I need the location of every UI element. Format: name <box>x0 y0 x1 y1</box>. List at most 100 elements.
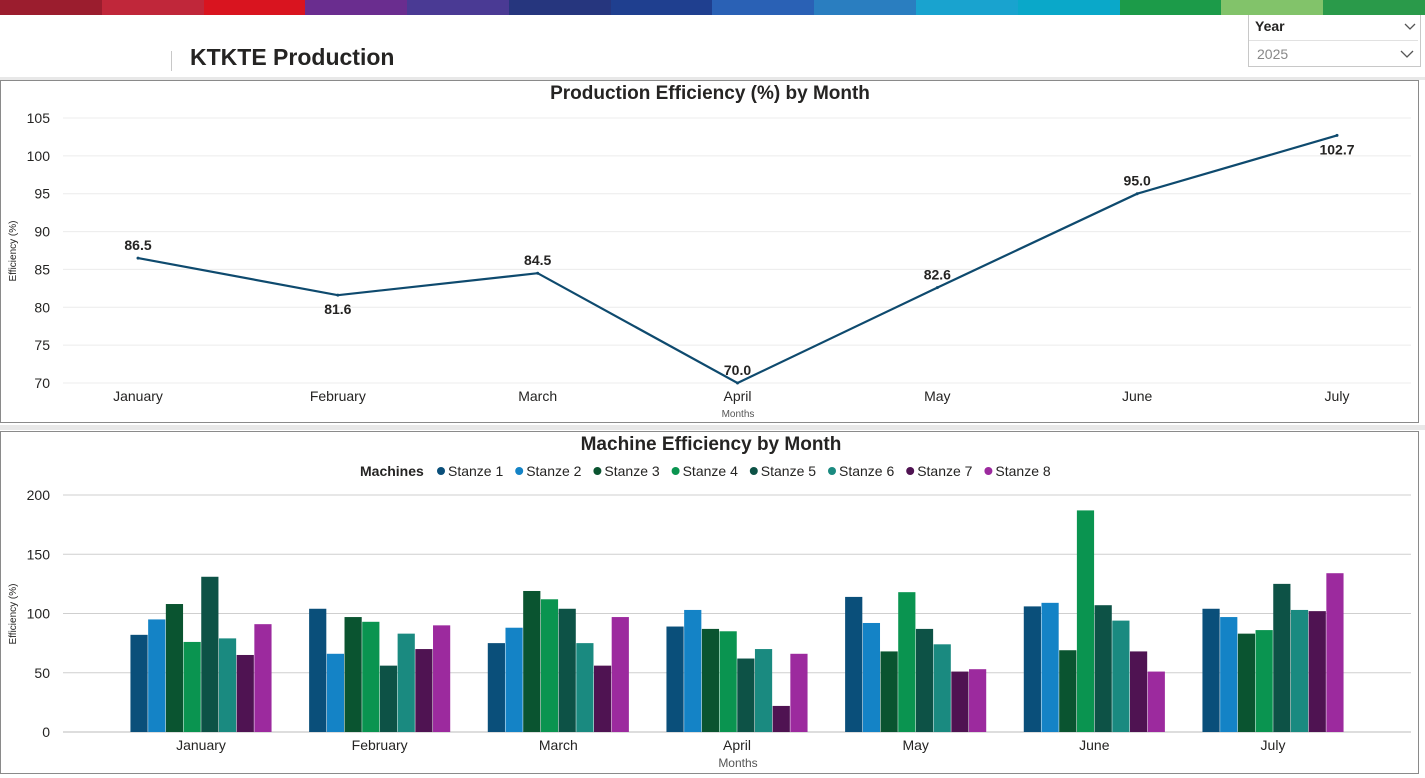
bar <box>880 651 898 732</box>
bar <box>898 592 916 732</box>
data-label: 82.6 <box>924 267 951 283</box>
chevron-down-icon[interactable] <box>1404 20 1416 32</box>
data-label: 102.7 <box>1319 141 1354 157</box>
bar <box>1059 650 1077 732</box>
title-separator <box>171 51 172 71</box>
bar <box>1023 606 1041 732</box>
legend-entry: Stanze 3 <box>604 463 659 479</box>
bar <box>684 609 702 732</box>
bar <box>1129 651 1148 732</box>
y-tick-label: 50 <box>34 665 50 681</box>
divider <box>0 425 1425 430</box>
y-tick-label: 0 <box>42 724 50 740</box>
x-tick-label: February <box>310 388 366 404</box>
x-tick-label: June <box>1079 737 1110 753</box>
data-point <box>536 271 540 275</box>
x-tick-label: April <box>723 388 751 404</box>
legend-marker <box>671 467 680 475</box>
legend-marker <box>828 467 836 475</box>
brand-color-segment <box>712 0 815 15</box>
bar <box>379 665 398 732</box>
brand-color-segment <box>916 0 1018 15</box>
line-chart-panel[interactable]: Production Efficiency (%) by Month 70 75 80… <box>0 80 1419 423</box>
bar-chart-panel[interactable]: Machine Efficiency by Month Machines Stanz… <box>0 431 1419 774</box>
x-tick-label: May <box>924 388 950 404</box>
machine-efficiency-bar-chart: Machine Efficiency by Month Machines Stanz… <box>8 434 1411 770</box>
brand-color-segment <box>1221 0 1324 15</box>
bar <box>1308 611 1326 732</box>
bar <box>505 627 523 732</box>
bar <box>344 617 362 732</box>
bar <box>915 628 934 732</box>
bar <box>1202 608 1220 732</box>
x-tick-label: April <box>723 737 751 753</box>
legend-entry: Stanze 2 <box>526 463 581 479</box>
legend-entry: Stanze 8 <box>995 463 1050 479</box>
brand-color-segment <box>101 0 204 15</box>
x-tick-label: March <box>518 388 557 404</box>
legend-entry: Stanze 4 <box>683 463 738 479</box>
chevron-down-icon[interactable] <box>1400 48 1414 60</box>
bar <box>1273 583 1291 732</box>
data-point <box>336 293 340 297</box>
brand-color-segment <box>1119 0 1222 15</box>
brand-color-segment <box>203 0 306 15</box>
brand-color-segment <box>1323 0 1425 15</box>
y-tick-label: 70 <box>34 375 50 391</box>
brand-color-segment <box>0 0 102 15</box>
bar <box>576 643 594 732</box>
data-point <box>1335 133 1339 137</box>
y-tick-label: 100 <box>27 148 51 164</box>
year-slicer[interactable]: Year 2025 <box>1248 15 1421 67</box>
bar <box>701 628 720 732</box>
y-tick-label: 105 <box>27 110 51 126</box>
bar <box>415 649 433 732</box>
bar <box>754 649 773 732</box>
bar <box>845 596 863 732</box>
bar <box>218 638 237 732</box>
bar <box>148 619 166 732</box>
data-label: 86.5 <box>124 237 151 253</box>
data-label: 95.0 <box>1124 173 1151 189</box>
bar <box>433 625 451 732</box>
year-slicer-label: Year <box>1255 18 1285 34</box>
bar <box>1326 573 1344 732</box>
data-label: 84.5 <box>524 252 551 268</box>
y-axis-label: Efficiency (%) <box>8 584 19 645</box>
y-tick-label: 150 <box>27 546 51 562</box>
legend-marker <box>906 467 915 475</box>
y-axis-label: Efficiency (%) <box>8 221 19 282</box>
y-tick-label: 85 <box>34 261 50 277</box>
bar <box>487 643 505 732</box>
bar <box>1147 671 1165 732</box>
bar <box>236 654 254 732</box>
bar <box>862 622 881 732</box>
legend-marker <box>437 467 445 475</box>
bar <box>666 626 684 732</box>
bar <box>1041 602 1059 732</box>
bar <box>540 599 559 732</box>
bar <box>1220 617 1238 732</box>
bar <box>593 665 612 732</box>
bar <box>362 621 380 732</box>
legend-marker <box>749 467 758 475</box>
x-tick-label: January <box>176 737 226 753</box>
production-efficiency-line-chart: Production Efficiency (%) by Month 70 75 80… <box>8 83 1411 420</box>
brand-color-segment <box>407 0 509 15</box>
bar <box>1290 609 1309 732</box>
bar <box>969 669 987 732</box>
data-point <box>136 256 140 260</box>
brand-color-segment <box>814 0 917 15</box>
page-title: KTKTE Production <box>190 44 395 70</box>
year-dropdown[interactable]: 2025 <box>1249 40 1418 66</box>
x-tick-label: January <box>113 388 163 404</box>
y-tick-label: 100 <box>27 606 51 622</box>
bar <box>201 576 219 732</box>
x-tick-label: March <box>539 737 578 753</box>
bar <box>326 653 345 732</box>
chart-title: Machine Efficiency by Month <box>581 434 842 455</box>
y-tick-label: 90 <box>34 224 50 240</box>
bar <box>1112 620 1130 732</box>
brand-color-bar <box>0 0 1425 15</box>
legend-marker <box>515 467 524 475</box>
